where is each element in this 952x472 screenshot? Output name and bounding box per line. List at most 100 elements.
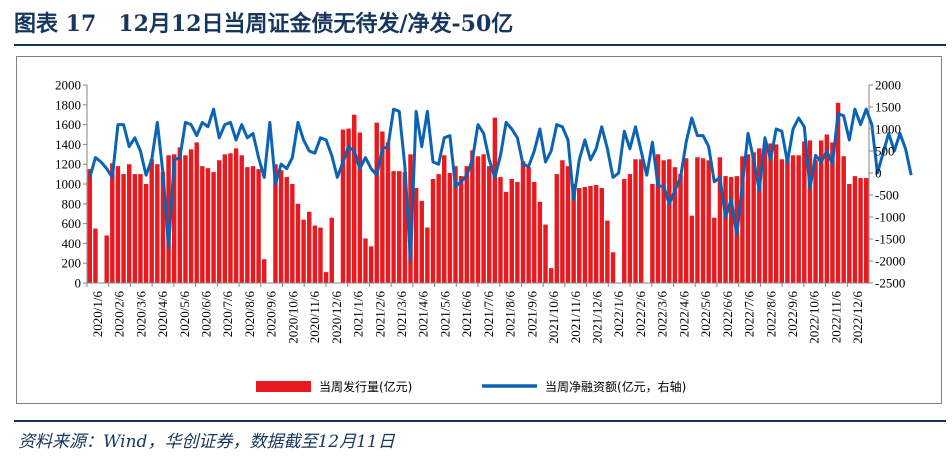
- right-tick-label: -1000: [875, 210, 905, 225]
- bar: [762, 144, 768, 283]
- bar: [155, 164, 160, 283]
- bar: [548, 268, 554, 283]
- tick-labels: 0 200 400 600 800 1000 1200 1400 1600 1800 2000 -25…: [55, 78, 905, 344]
- bar: [689, 215, 694, 283]
- right-tick-label: -2000: [875, 254, 905, 269]
- x-tick-label: 2021/2/6: [372, 291, 387, 338]
- bar: [745, 154, 751, 283]
- bar: [503, 191, 509, 283]
- x-tick-label: 2022/7/6: [742, 291, 757, 338]
- right-tick-label: 1500: [875, 100, 901, 115]
- left-tick-label: 1800: [55, 97, 81, 112]
- legend-label-issuance: 当周发行量(亿元): [319, 379, 412, 394]
- x-tick-label: 2021/1/6: [351, 291, 366, 338]
- x-tick-label: 2022/9/6: [785, 291, 800, 338]
- bar: [397, 171, 402, 283]
- bar: [115, 166, 121, 283]
- figure-title: 图表 17 12月12日当周证金债无待发/净发-50亿: [14, 11, 514, 37]
- x-tick-label: 2020/7/6: [220, 291, 235, 338]
- bar: [712, 217, 717, 283]
- x-tick-label: 2022/8/6: [763, 291, 778, 338]
- x-tick-label: 2020/11/6: [307, 291, 322, 344]
- left-tick-label: 200: [62, 256, 82, 271]
- bar: [588, 185, 593, 283]
- bar: [577, 187, 582, 283]
- bar: [104, 235, 109, 283]
- bar: [571, 184, 576, 283]
- bar: [683, 158, 689, 283]
- x-tick-label: 2020/2/6: [112, 291, 127, 338]
- bar: [740, 156, 745, 283]
- bar: [245, 167, 250, 283]
- bar: [661, 160, 666, 283]
- bar: [532, 182, 537, 283]
- bar: [785, 156, 790, 283]
- bar: [779, 159, 785, 283]
- bar: [273, 164, 278, 283]
- bar: [757, 148, 762, 283]
- bar: [537, 201, 543, 283]
- bar: [183, 155, 188, 283]
- legend-swatch-issuance: [256, 381, 311, 392]
- x-tick-label: 2020/5/6: [177, 291, 192, 338]
- bar: [622, 179, 627, 283]
- left-tick-label: 2000: [55, 78, 81, 93]
- legend[interactable]: 当周发行量(亿元) 当周净融资额(亿元，右轴): [256, 379, 686, 394]
- bar: [121, 174, 126, 283]
- x-tick-label: 2021/11/6: [568, 291, 583, 344]
- x-tick-label: 2021/9/6: [524, 291, 539, 338]
- x-tick-label: 2020/1/6: [90, 291, 105, 338]
- bar: [307, 211, 312, 283]
- bar: [391, 171, 396, 283]
- bar: [464, 166, 469, 283]
- bar: [256, 169, 261, 283]
- x-tick-label: 2021/6/6: [459, 291, 474, 338]
- bar: [228, 153, 233, 283]
- title-divider: [14, 44, 946, 46]
- bar: [408, 154, 413, 283]
- bar: [751, 152, 756, 283]
- bar: [402, 172, 408, 283]
- bar: [442, 155, 447, 283]
- bar: [352, 114, 357, 283]
- bar: [205, 168, 211, 283]
- source-note: 资料来源：Wind，华创证券，数据截至12月11日: [18, 432, 395, 452]
- bar: [295, 203, 301, 283]
- bar: [492, 117, 498, 283]
- bar: [475, 156, 481, 283]
- x-tick-label: 2022/12/6: [850, 291, 865, 344]
- bar: [419, 200, 424, 283]
- bar: [487, 166, 492, 283]
- bar: [239, 155, 244, 283]
- x-tick-label: 2021/4/6: [416, 291, 431, 338]
- bar: [706, 160, 711, 283]
- bar: [436, 174, 441, 283]
- left-tick-label: 0: [75, 276, 82, 291]
- bar: [599, 187, 604, 283]
- bar: [802, 141, 807, 283]
- bar: [773, 144, 779, 283]
- right-tick-label: -500: [875, 188, 899, 203]
- chart-frame: 0 200 400 600 800 1000 1200 1400 1600 1800 2000 -25…: [16, 56, 942, 404]
- x-tick-label: 2020/9/6: [264, 291, 279, 338]
- bar: [509, 179, 514, 283]
- bar: [110, 163, 115, 283]
- bar: [830, 142, 835, 283]
- bar: [233, 148, 239, 283]
- bar: [413, 187, 419, 283]
- bar: [481, 154, 486, 283]
- bar: [323, 272, 329, 283]
- bar: [526, 167, 531, 283]
- legend-label-net-financing: 当周净融资额(亿元，右轴): [545, 379, 686, 394]
- bar: [222, 154, 228, 283]
- bar: [301, 219, 306, 283]
- right-tick-label: 2000: [875, 78, 901, 93]
- bar: [458, 176, 464, 283]
- x-tick-label: 2021/5/6: [437, 291, 452, 338]
- bar: [650, 184, 655, 283]
- bar: [453, 166, 458, 283]
- left-tick-label: 1400: [55, 137, 81, 152]
- bar: [728, 177, 734, 283]
- bar: [143, 184, 149, 283]
- bar: [177, 147, 183, 283]
